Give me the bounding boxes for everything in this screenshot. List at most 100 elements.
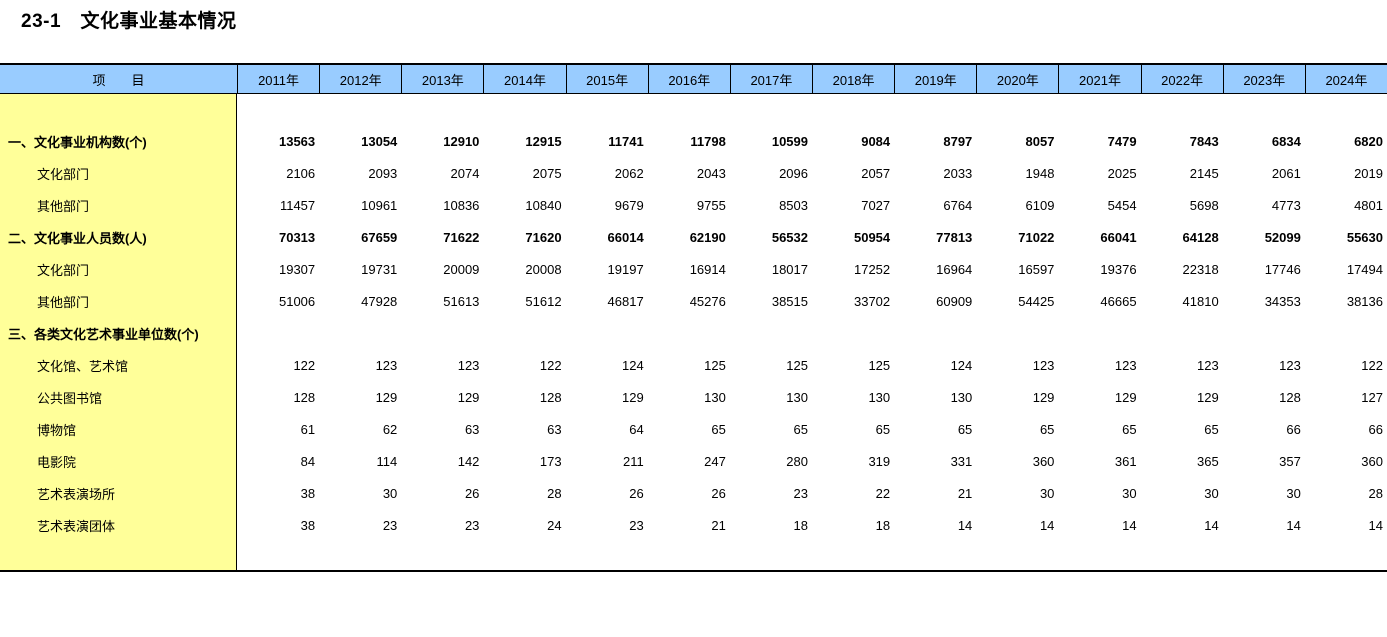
data-cell: 65 — [1039, 421, 1055, 437]
data-cell: 56532 — [771, 229, 808, 245]
data-cell: 14 — [957, 517, 973, 533]
data-cell — [1141, 317, 1223, 349]
data-cell: 365 — [1197, 453, 1219, 469]
data-cell: 280 — [786, 453, 808, 469]
data-cell: 6109 — [1025, 197, 1055, 213]
spacer-label-cell — [0, 541, 237, 570]
data-cell: 17746 — [1264, 261, 1301, 277]
data-cell: 51006 — [278, 293, 316, 309]
data-cell: 122 — [293, 357, 316, 373]
data-cell — [1305, 317, 1387, 349]
data-cell: 211 — [622, 453, 644, 469]
data-cell: 124 — [622, 357, 644, 373]
table-row: 其他部门 11457 10961 10836 10840 9679 9755 8503 7027… — [0, 189, 1387, 221]
table-row: 艺术表演场所 38 30 26 28 26 26 23 22 21 30 30 30 30 28 — [0, 477, 1387, 509]
data-cell: 2061 — [1271, 165, 1301, 181]
data-cell: 66 — [1286, 421, 1301, 437]
data-cell: 14 — [1204, 517, 1219, 533]
data-cell: 20008 — [525, 261, 562, 277]
data-cell: 10961 — [361, 197, 398, 213]
row-label: 文化部门 — [0, 253, 237, 285]
data-cell: 38515 — [771, 293, 808, 309]
data-cell: 130 — [868, 389, 891, 405]
row-label: 文化馆、艺术馆 — [0, 349, 237, 381]
data-cell: 129 — [622, 389, 644, 405]
data-cell: 4801 — [1354, 197, 1383, 213]
data-cell: 22318 — [1182, 261, 1219, 277]
row-label: 艺术表演团体 — [0, 509, 237, 541]
spacer-row — [0, 94, 1387, 125]
data-cell: 2043 — [696, 165, 726, 181]
data-cell: 28 — [1368, 485, 1383, 501]
data-cell: 30 — [1039, 485, 1055, 501]
data-cell: 18 — [875, 517, 891, 533]
data-cell — [237, 317, 319, 349]
data-cell: 8503 — [779, 197, 808, 213]
data-cell — [1223, 317, 1305, 349]
data-cell: 2075 — [532, 165, 562, 181]
data-cell: 123 — [375, 357, 398, 373]
data-cell: 30 — [1204, 485, 1219, 501]
table-row: 公共图书馆 128 129 129 128 129 130 130 130 130 129 129 12… — [0, 381, 1387, 413]
table-row: 一、文化事业机构数(个) 13563 13054 12910 12915 11741 117… — [0, 125, 1387, 157]
data-cell: 19307 — [278, 261, 316, 277]
data-cell — [648, 317, 730, 349]
data-cell: 6834 — [1271, 133, 1301, 149]
data-cell: 142 — [457, 453, 480, 469]
year-column-header: 2013年 — [401, 65, 483, 93]
data-cell: 46817 — [607, 293, 644, 309]
table-row: 文化部门 19307 19731 20009 20008 19197 16914 18017 1… — [0, 253, 1387, 285]
data-cell: 10840 — [525, 197, 562, 213]
table-row: 文化部门 2106 2093 2074 2075 2062 2043 2096 2057 2033… — [0, 157, 1387, 189]
data-cell: 65 — [957, 421, 973, 437]
data-cell: 65 — [793, 421, 808, 437]
year-column-header: 2021年 — [1058, 65, 1140, 93]
data-cell: 2025 — [1107, 165, 1137, 181]
data-cell: 8797 — [943, 133, 973, 149]
data-cell: 54425 — [1018, 293, 1055, 309]
data-cell: 55630 — [1346, 229, 1383, 245]
data-cell: 9755 — [696, 197, 726, 213]
row-label: 电影院 — [0, 445, 237, 477]
data-cell — [812, 317, 894, 349]
table-row: 文化馆、艺术馆 122 123 123 122 124 125 125 125 124 123 123… — [0, 349, 1387, 381]
data-cell: 122 — [539, 357, 562, 373]
data-cell: 38 — [300, 485, 316, 501]
data-cell: 38136 — [1346, 293, 1383, 309]
data-cell: 10599 — [771, 133, 808, 149]
data-cell: 17494 — [1346, 261, 1383, 277]
data-cell: 128 — [1279, 389, 1301, 405]
data-cell: 2074 — [450, 165, 480, 181]
data-cell: 123 — [1114, 357, 1137, 373]
year-column-header: 2022年 — [1140, 65, 1223, 93]
data-cell: 123 — [1197, 357, 1219, 373]
data-cell: 129 — [1197, 389, 1219, 405]
year-column-header: 2017年 — [729, 65, 812, 93]
data-cell: 12910 — [443, 133, 480, 149]
data-cell: 2033 — [943, 165, 973, 181]
data-cell: 7479 — [1107, 133, 1137, 149]
data-cell: 129 — [1032, 389, 1055, 405]
data-cell: 7027 — [861, 197, 891, 213]
table-row: 二、文化事业人员数(人) 70313 67659 71622 71620 66014 621… — [0, 221, 1387, 253]
data-cell: 123 — [1032, 357, 1055, 373]
row-label: 一、文化事业机构数(个) — [0, 125, 237, 157]
item-column-header: 项 目 — [92, 72, 145, 88]
row-label: 公共图书馆 — [0, 381, 237, 413]
data-cell: 50954 — [853, 229, 891, 245]
spacer-row — [0, 541, 1387, 570]
table-header: 项 目 2011年 2012年 2013年 2014年 2015年 2016年 2017年 2… — [0, 63, 1387, 94]
data-cell: 63 — [547, 421, 562, 437]
page-title: 23-1 文化事业基本情况 — [21, 11, 237, 32]
data-cell: 30 — [1122, 485, 1137, 501]
data-cell: 66 — [1368, 421, 1383, 437]
data-cell: 65 — [1204, 421, 1219, 437]
year-column-header: 2019年 — [894, 65, 976, 93]
data-cell: 6764 — [943, 197, 973, 213]
data-cell: 26 — [464, 485, 480, 501]
data-cell: 38 — [300, 517, 316, 533]
data-cell: 19731 — [361, 261, 398, 277]
spacer-label-cell — [0, 94, 237, 125]
data-cell: 62 — [382, 421, 398, 437]
data-cell: 23 — [629, 517, 644, 533]
